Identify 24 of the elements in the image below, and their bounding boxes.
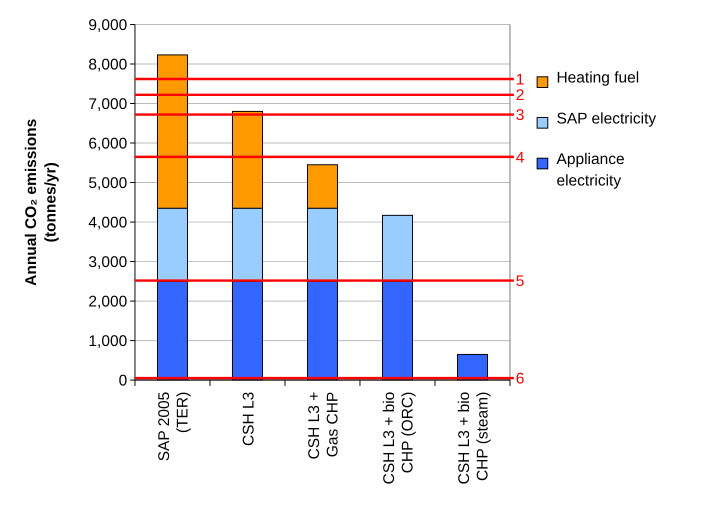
text: 1 (516, 71, 524, 88)
y-tick-label: 8,000 (88, 56, 128, 74)
y-tick-label: 9,000 (88, 16, 128, 34)
x-tick-label: CSH L3 (240, 392, 258, 446)
y-tick-label: 2,000 (88, 294, 128, 311)
y-tick-label: 4,000 (88, 214, 128, 232)
y-tick-label: 7,000 (88, 96, 128, 113)
legend-label: Heating fuel (556, 70, 640, 87)
x-tick-label: SAP 2005 (TER) (156, 392, 192, 462)
legend-label: SAP electricity (556, 110, 656, 128)
text: 5 (516, 272, 524, 290)
y-tick-label: 6,000 (88, 135, 128, 152)
text: 6 (516, 370, 524, 388)
y-tick-label: 5,000 (88, 174, 128, 192)
x-tick-label: CSH L3 + bio CHP (steam) (456, 392, 492, 484)
x-tick-label: CSH L3 + bio CHP (ORC) (381, 392, 416, 484)
y-tick-label: 0 (118, 372, 128, 390)
legend-label: Appliance electricity (556, 151, 625, 190)
text: 4 (516, 149, 525, 166)
text: 2 (516, 87, 524, 104)
x-tick-label: CSH L3 + Gas CHP (306, 392, 342, 460)
y-tick-label: 1,000 (88, 333, 128, 350)
y-tick-label: 3,000 (88, 254, 128, 271)
text: 3 (516, 106, 524, 124)
